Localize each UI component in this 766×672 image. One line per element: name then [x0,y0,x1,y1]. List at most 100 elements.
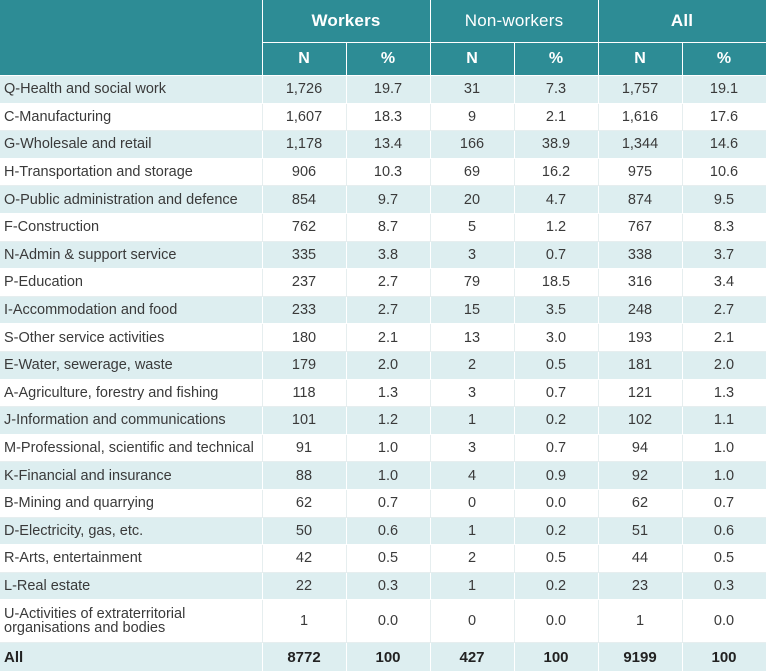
cell-non-workers-n: 4 [429,461,515,490]
cell-all-pct: 10.6 [681,158,766,187]
cell-workers-pct: 10.3 [345,158,431,187]
cell-non-workers-n: 0 [429,489,515,518]
cell-non-workers-pct: 0.9 [513,461,599,490]
cell-non-workers-pct: 1.2 [513,213,599,242]
cell-all-n: 248 [597,296,683,325]
cell-non-workers-pct: 16.2 [513,158,599,187]
cell-all-n: 23 [597,572,683,601]
header-group-all: All [597,0,766,43]
cell-all-pct: 2.0 [681,351,766,380]
cell-workers-n: 118 [261,379,347,408]
cell-workers-pct: 0.6 [345,517,431,546]
row-label: L-Real estate [0,572,263,601]
row-label: K-Financial and insurance [0,461,263,490]
cell-non-workers-pct: 0.0 [513,489,599,518]
cell-non-workers-n: 166 [429,130,515,159]
cell-workers-pct: 1.2 [345,406,431,435]
cell-non-workers-n: 5 [429,213,515,242]
row-label: J-Information and communications [0,406,263,435]
cell-non-workers-n: 20 [429,185,515,214]
header-group-non-workers: Non-workers [429,0,599,43]
cell-all-pct: 1.0 [681,434,766,463]
cell-non-workers-pct: 3.0 [513,323,599,352]
cell-workers-n: 906 [261,158,347,187]
cell-non-workers-n: 15 [429,296,515,325]
cell-workers-pct: 8.7 [345,213,431,242]
cell-non-workers-pct: 3.5 [513,296,599,325]
cell-workers-n: 22 [261,572,347,601]
cell-workers-n: 854 [261,185,347,214]
cell-non-workers-n: 2 [429,351,515,380]
cell-workers-n: 42 [261,544,347,573]
cell-non-workers-n: 1 [429,517,515,546]
cell-workers-pct: 0.7 [345,489,431,518]
cell-workers-n: 1,726 [261,75,347,104]
cell-all-n: 767 [597,213,683,242]
cell-non-workers-n: 79 [429,268,515,297]
row-label: A-Agriculture, forestry and fishing [0,379,263,408]
cell-non-workers-pct: 38.9 [513,130,599,159]
cell-all-pct: 1.1 [681,406,766,435]
cell-non-workers-pct: 0.5 [513,544,599,573]
cell-workers-pct: 0.3 [345,572,431,601]
row-label: D-Electricity, gas, etc. [0,517,263,546]
cell-all-n: 1,344 [597,130,683,159]
cell-all-n: 975 [597,158,683,187]
cell-all-n: 51 [597,517,683,546]
cell-all-n: 62 [597,489,683,518]
row-label: C-Manufacturing [0,103,263,132]
cell-all-n: 181 [597,351,683,380]
table-row: D-Electricity, gas, etc. 50 0.6 1 0.2 51 0.6 [0,517,766,546]
cell-workers-n: 50 [261,517,347,546]
cell-all-pct: 0.7 [681,489,766,518]
cell-all-n: 1,757 [597,75,683,104]
cell-workers-n: 1,178 [261,130,347,159]
cell-all-n: 316 [597,268,683,297]
cell-non-workers-pct: 0.2 [513,517,599,546]
cell-all-pct: 19.1 [681,75,766,104]
cell-non-workers-n: 0 [429,599,515,644]
cell-non-workers-pct: 0.7 [513,379,599,408]
row-label: B-Mining and quarrying [0,489,263,518]
row-label: S-Other service activities [0,323,263,352]
cell-all-n: 121 [597,379,683,408]
cell-workers-n: 179 [261,351,347,380]
cell-workers-pct: 3.8 [345,241,431,270]
cell-non-workers-pct: 7.3 [513,75,599,104]
cell-workers-n: 88 [261,461,347,490]
cell-workers-pct: 2.0 [345,351,431,380]
cell-workers-pct: 18.3 [345,103,431,132]
cell-all-n: 1 [597,599,683,644]
table-body: Q-Health and social work 1,726 19.7 31 7.3 1,… [0,75,766,672]
table-row: S-Other service activities 180 2.1 13 3.0 193… [0,323,766,352]
total-row: All 8772 100 427 100 9199 100 [0,642,766,672]
cell-workers-pct: 1.0 [345,434,431,463]
cell-all-n: 338 [597,241,683,270]
cell-workers-pct: 2.7 [345,296,431,325]
table-header: Workers Non-workers All N % N % N % [0,0,766,76]
cell-non-workers-n: 13 [429,323,515,352]
row-label: G-Wholesale and retail [0,130,263,159]
cell-all-pct: 2.7 [681,296,766,325]
cell-non-workers-pct: 2.1 [513,103,599,132]
cell-all-n: 92 [597,461,683,490]
cell-all-pct: 3.7 [681,241,766,270]
cell-all-pct: 1.3 [681,379,766,408]
cell-non-workers-pct: 0.7 [513,241,599,270]
header-pct: % [681,42,766,76]
table-row: Q-Health and social work 1,726 19.7 31 7.3 1,… [0,75,766,104]
cell-workers-pct: 0.5 [345,544,431,573]
cell-workers-n: 237 [261,268,347,297]
cell-all-pct: 0.6 [681,517,766,546]
cell-non-workers-n: 31 [429,75,515,104]
cell-workers-n: 101 [261,406,347,435]
cell-workers-n: 1,607 [261,103,347,132]
header-n: N [597,42,683,76]
cell-workers-pct: 2.7 [345,268,431,297]
header-corner [0,0,263,76]
header-pct: % [513,42,599,76]
cell-workers-pct: 1.0 [345,461,431,490]
row-label: F-Construction [0,213,263,242]
table-row: J-Information and communications 101 1.2 1 0… [0,406,766,435]
row-label: U-Activities of extraterritorial organis… [0,599,263,644]
